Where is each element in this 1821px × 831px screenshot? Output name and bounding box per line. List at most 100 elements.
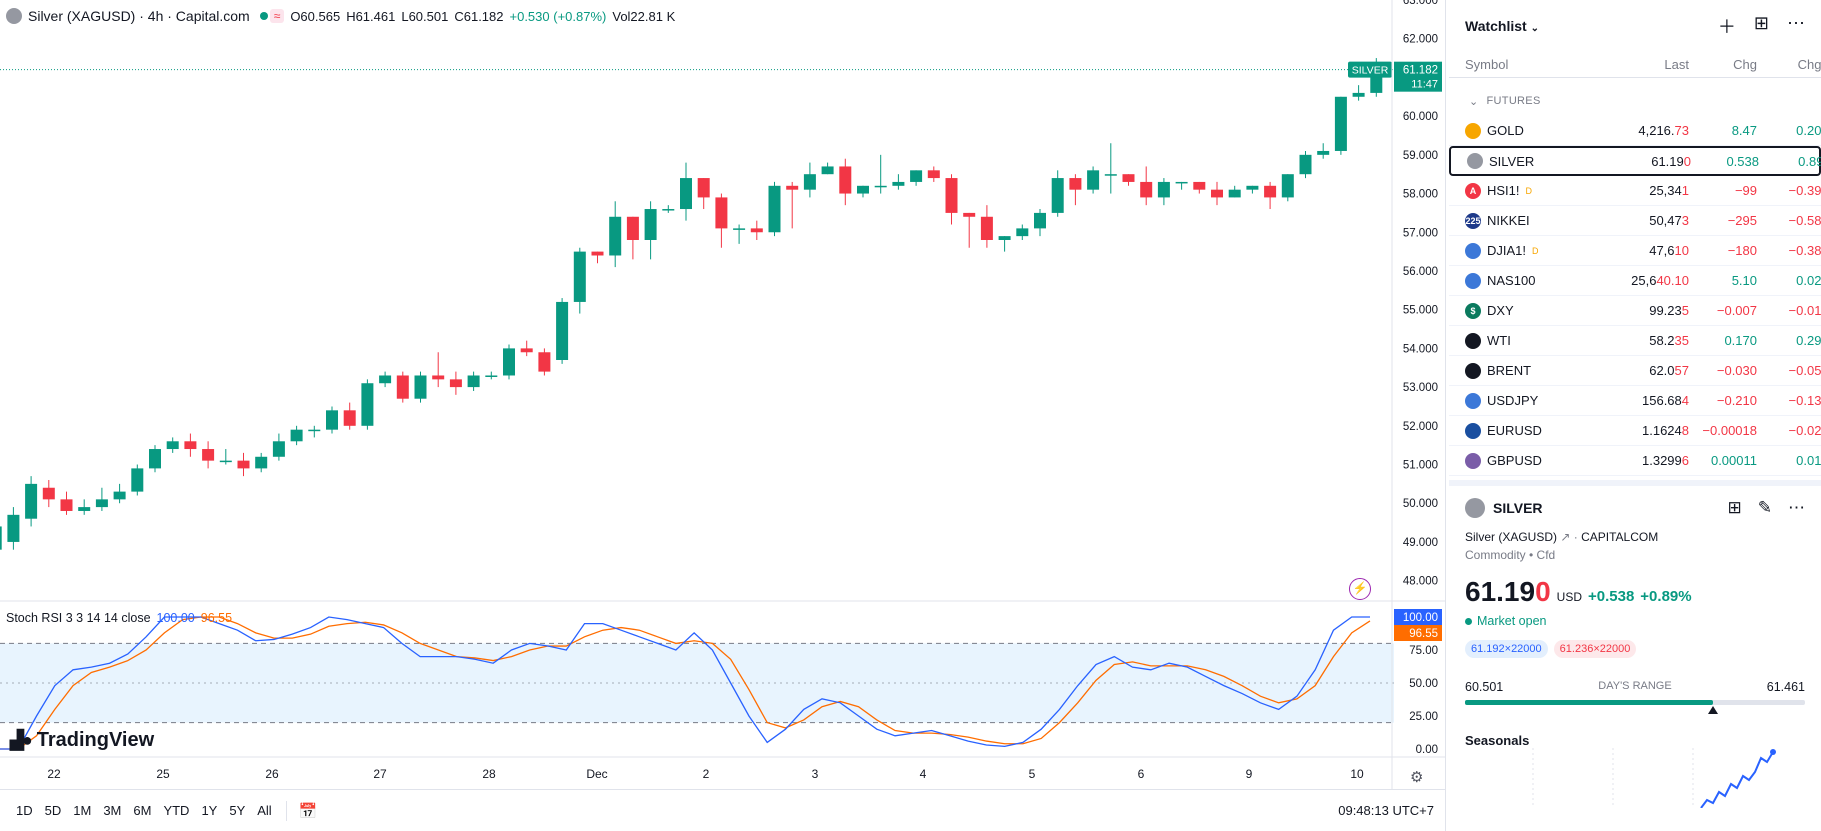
price-axis-label: 51.000: [1403, 460, 1438, 472]
chart-area[interactable]: 63.00062.00061.00060.00059.00058.00057.0…: [0, 0, 1446, 831]
chart-canvas[interactable]: 63.00062.00061.00060.00059.00058.00057.0…: [0, 0, 1446, 789]
section-futures[interactable]: ⌄ FUTURES: [1449, 86, 1821, 116]
row-last: 1.16248: [1605, 423, 1689, 438]
candle-body: [326, 410, 338, 430]
panel-divider[interactable]: [1449, 480, 1821, 486]
advanced-view-icon[interactable]: ⊞: [1753, 13, 1769, 33]
watchlist-row-dxy[interactable]: $ DXY 99.235 −0.007 −0.01%: [1449, 296, 1821, 326]
seasonals-mini-chart[interactable]: [1449, 748, 1821, 808]
legend-title[interactable]: Silver (XAGUSD) · 4h · Capital.com: [28, 8, 250, 24]
range-1y[interactable]: 1Y: [201, 803, 218, 818]
edit-note-icon[interactable]: ✎: [1757, 498, 1772, 517]
candle-body: [609, 216, 622, 256]
tradingview-logo[interactable]: ▟● TradingView: [10, 729, 154, 752]
range-1d[interactable]: 1D: [16, 803, 33, 818]
row-last: 1.32996: [1605, 453, 1689, 468]
watchlist-row-djia1[interactable]: DJIA1! D 47,610 −180 −0.38%: [1449, 236, 1821, 266]
layout-grid-icon[interactable]: ⊞: [1727, 498, 1742, 517]
price-axis-label: 54.000: [1403, 343, 1438, 355]
col-last[interactable]: Last: [1664, 57, 1689, 72]
col-symbol[interactable]: Symbol: [1465, 57, 1509, 72]
symbol-name: NIKKEI: [1487, 213, 1530, 228]
watchlist-row-usdjpy[interactable]: USDJPY 156.684 −0.210 −0.13%: [1449, 386, 1821, 416]
candle-body: [803, 174, 816, 190]
external-link-icon[interactable]: ↗: [1560, 530, 1574, 544]
chevron-down-icon: ⌄: [1469, 95, 1479, 108]
details-exchange[interactable]: CAPITALCOM: [1581, 530, 1659, 544]
details-symbol[interactable]: SILVER: [1493, 500, 1543, 516]
settings-gear-icon[interactable]: ⚙: [1410, 769, 1424, 786]
range-3m[interactable]: 3M: [103, 803, 122, 818]
range-all[interactable]: All: [257, 803, 272, 818]
row-symbol: DJIA1! D: [1465, 242, 1605, 259]
legend-low: L60.501: [401, 8, 449, 24]
candle-body: [237, 460, 250, 469]
range-1m[interactable]: 1M: [73, 803, 92, 818]
row-chgp: −0.39%: [1788, 183, 1821, 198]
row-chgp: −0.05%: [1788, 363, 1821, 378]
candle-body: [1281, 174, 1294, 198]
legend-change: +0.530 (+0.87%): [509, 8, 607, 24]
market-status[interactable]: Market open: [1449, 608, 1821, 634]
price-axis-label: 55.000: [1403, 305, 1438, 317]
col-chgp[interactable]: Chg%: [1797, 57, 1821, 72]
row-last: 58.235: [1605, 333, 1689, 348]
price-axis-label: 50.000: [1403, 498, 1438, 510]
row-chg: 8.47: [1731, 123, 1757, 138]
row-last: 99.235: [1605, 303, 1689, 318]
last-main: 62.0: [1649, 363, 1675, 378]
candle-body: [626, 216, 639, 240]
watchlist-row-eurusd[interactable]: EURUSD 1.16248 −0.00018 −0.02%: [1449, 416, 1821, 446]
watchlist-title[interactable]: Watchlist ⌄: [1465, 18, 1539, 34]
watchlist-row-nikkei[interactable]: 225 NIKKEI 50,473 −295 −0.58%: [1449, 206, 1821, 236]
time-axis-label: 5: [1029, 767, 1036, 781]
details-name[interactable]: Silver (XAGUSD): [1465, 530, 1558, 544]
stoch-d-tag: 96.55: [1409, 628, 1438, 640]
time-axis-label: 6: [1138, 767, 1145, 781]
stoch-title[interactable]: Stoch RSI 3 3 14 14 close: [6, 611, 151, 625]
details-price: 61.190: [1465, 576, 1551, 608]
seasonals-title[interactable]: Seasonals: [1465, 733, 1530, 748]
candle-body: [1104, 174, 1117, 176]
candle-body: [361, 383, 374, 426]
watchlist-row-wti[interactable]: WTI 58.235 0.170 0.29%: [1449, 326, 1821, 356]
watchlist-row-nas100[interactable]: NAS100 25,640.10 5.10 0.02%: [1449, 266, 1821, 296]
price-axis-label: 52.000: [1403, 421, 1438, 433]
watchlist-row-silver[interactable]: SILVER 61.190 0.538 0.89%: [1449, 146, 1821, 176]
row-chgp: −0.13%: [1788, 393, 1821, 408]
candle-body: [1299, 154, 1312, 175]
candle-body: [1122, 174, 1135, 182]
range-5y[interactable]: 5Y: [229, 803, 246, 818]
candle-body: [998, 236, 1011, 240]
ask-badge: 61.236×22000: [1553, 640, 1637, 658]
details-header: SILVER ⊞ ✎ ⋯: [1449, 486, 1821, 530]
last-digits: 3: [1681, 213, 1689, 228]
dot-separator: ·: [1573, 530, 1578, 544]
row-symbol: GOLD: [1465, 122, 1605, 139]
range-ytd[interactable]: YTD: [163, 803, 190, 818]
time-axis-label: 2: [703, 767, 710, 781]
utc-clock[interactable]: 09:48:13 UTC+7: [1338, 803, 1434, 818]
flash-alert-icon[interactable]: ⚡: [1349, 578, 1371, 600]
more-options-icon[interactable]: ⋯: [1787, 13, 1805, 33]
stoch-k-tag: 100.00: [1403, 612, 1438, 624]
range-fill: [1465, 700, 1714, 705]
add-symbol-icon[interactable]: ＋: [1717, 17, 1736, 37]
details-more-icon[interactable]: ⋯: [1788, 498, 1805, 517]
range-6m[interactable]: 6M: [133, 803, 152, 818]
col-chg[interactable]: Chg: [1733, 57, 1757, 72]
candle-body: [219, 460, 232, 463]
watchlist-row-brent[interactable]: BRENT 62.057 −0.030 −0.05%: [1449, 356, 1821, 386]
candle-body: [1087, 170, 1100, 190]
row-symbol: A HSI1! D: [1465, 182, 1605, 199]
price-axis-label: 57.000: [1403, 227, 1438, 239]
seasonals-endpoint: [1770, 749, 1776, 755]
watchlist-row-gbpusd[interactable]: GBPUSD 1.32996 0.00011 0.01%: [1449, 446, 1821, 476]
symbol-name: DJIA1!: [1487, 243, 1527, 258]
candle-body: [733, 228, 746, 230]
wave-badge[interactable]: ≈: [269, 9, 285, 23]
watchlist-row-gold[interactable]: GOLD 4,216.73 8.47 0.20%: [1449, 116, 1821, 146]
range-5d[interactable]: 5D: [44, 803, 62, 818]
watchlist-row-hsi1[interactable]: A HSI1! D 25,341 −99 −0.39%: [1449, 176, 1821, 206]
goto-date-calendar-icon[interactable]: 📅: [298, 802, 318, 820]
